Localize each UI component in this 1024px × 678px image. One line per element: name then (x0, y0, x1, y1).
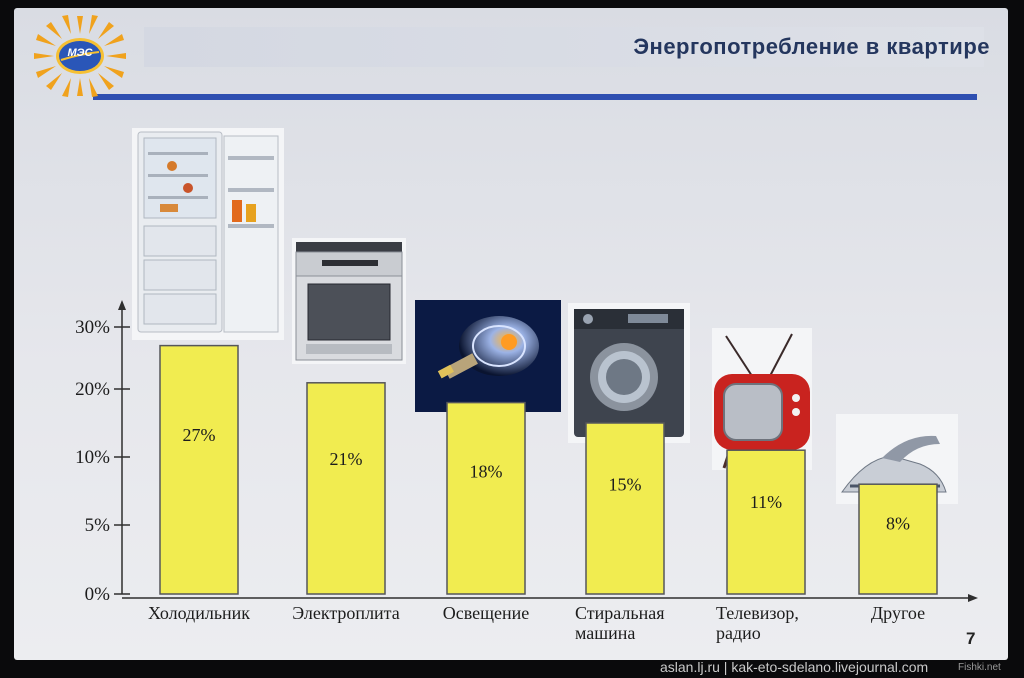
x-category-label: Электроплита (292, 603, 400, 623)
company-logo: МЭС (34, 15, 126, 97)
bar (585, 422, 665, 595)
y-tick-label: 0% (85, 584, 111, 605)
stove-icon (292, 238, 406, 364)
bar-data-label: 21% (330, 449, 363, 469)
y-tick-label: 20% (75, 379, 110, 400)
x-category-label: Телевизор, (716, 603, 799, 623)
bar (306, 382, 386, 595)
x-axis-arrow-icon (968, 594, 978, 602)
refrigerator-icon (132, 128, 284, 340)
y-tick-label: 5% (85, 515, 111, 536)
x-category-label: радио (716, 623, 761, 643)
x-category-label: Стиральная (575, 603, 665, 623)
washing-machine-icon (568, 303, 690, 443)
sun-rays-icon (34, 15, 126, 97)
tv-icon (712, 328, 812, 470)
bar (159, 344, 239, 595)
y-axis-arrow-icon (118, 300, 126, 310)
x-category-label: Холодильник (148, 603, 250, 623)
logo-text: МЭС (67, 47, 93, 59)
page-number: 7 (966, 629, 976, 648)
bar-data-label: 27% (183, 425, 216, 445)
lightbulb-icon (415, 300, 561, 412)
title-rule (93, 94, 977, 100)
x-category-label: Освещение (443, 603, 529, 623)
bar (858, 483, 938, 595)
slide-title: Энергопотребление в квартире (633, 34, 990, 59)
watermark-text: aslan.lj.ru | kak-eto-sdelano.livejourna… (660, 659, 929, 675)
x-category-label: Другое (871, 603, 925, 623)
x-category-label: машина (575, 623, 635, 643)
watermark-corner-text: Fishki.net (958, 662, 1001, 673)
bar (726, 449, 806, 595)
bar-data-label: 8% (886, 514, 910, 534)
bar-data-label: 15% (609, 475, 642, 495)
bar-data-label: 18% (470, 462, 503, 482)
bar-data-label: 11% (750, 492, 782, 512)
bar (446, 401, 526, 595)
y-tick-label: 10% (75, 447, 110, 468)
title-band (144, 27, 984, 67)
y-tick-label: 30% (75, 317, 110, 338)
